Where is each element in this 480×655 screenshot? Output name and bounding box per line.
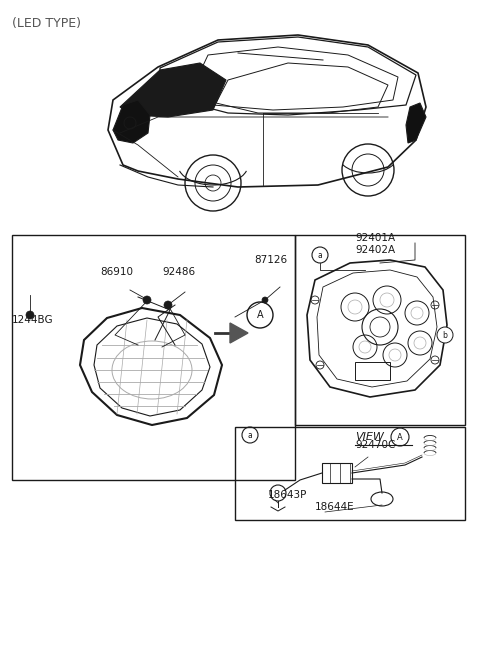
Text: a: a (318, 250, 323, 259)
Bar (235, 427, 465, 520)
Polygon shape (406, 103, 426, 143)
Circle shape (26, 311, 34, 319)
Text: 92486: 92486 (162, 267, 195, 277)
Circle shape (391, 428, 409, 446)
Bar (322, 463, 352, 483)
Bar (355, 362, 390, 380)
Text: 1244BG: 1244BG (12, 315, 54, 325)
Polygon shape (230, 323, 248, 343)
Text: (LED TYPE): (LED TYPE) (12, 17, 81, 30)
Text: VIEW: VIEW (355, 432, 384, 442)
Text: A: A (397, 432, 403, 441)
Circle shape (164, 301, 172, 309)
Text: b: b (443, 331, 447, 339)
Circle shape (247, 302, 273, 328)
Circle shape (143, 296, 151, 304)
Text: 18643P: 18643P (268, 490, 307, 500)
Text: 87126: 87126 (254, 255, 287, 265)
Bar (12, 235, 295, 480)
Bar (295, 235, 465, 425)
Text: A: A (257, 310, 264, 320)
Circle shape (242, 427, 258, 443)
Polygon shape (113, 100, 150, 143)
Circle shape (312, 247, 328, 263)
Polygon shape (120, 63, 226, 117)
Text: 92470C: 92470C (355, 440, 396, 450)
Text: 18644E: 18644E (315, 502, 355, 512)
Circle shape (262, 297, 268, 303)
Text: 86910: 86910 (100, 267, 133, 277)
Text: a: a (248, 430, 252, 440)
Text: 92402A: 92402A (355, 245, 395, 255)
Circle shape (437, 327, 453, 343)
Text: 92401A: 92401A (355, 233, 395, 243)
